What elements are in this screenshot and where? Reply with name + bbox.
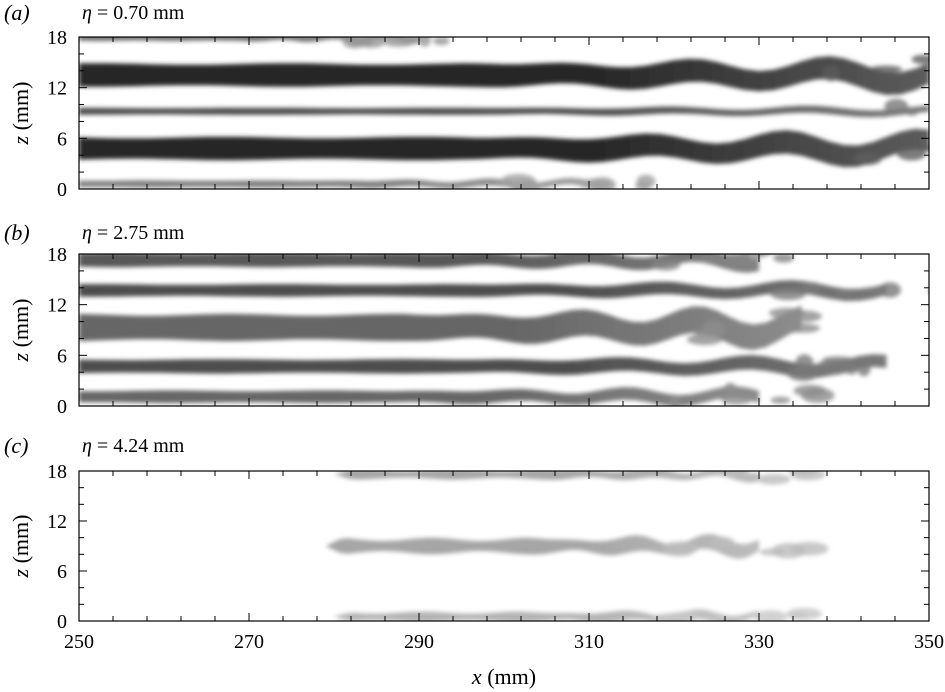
- panel-b: 0 6 12 18 z (mm): [8, 244, 930, 418]
- streak-z-4.8: [79, 128, 929, 168]
- turbulent-spot: [786, 611, 807, 620]
- turbulent-spot: [383, 37, 416, 47]
- turbulent-spot: [795, 354, 814, 371]
- turbulent-spot: [857, 361, 871, 377]
- turbulent-spot: [822, 65, 840, 82]
- turbulent-spot: [635, 181, 651, 189]
- turbulent-spot: [813, 360, 852, 376]
- turbulent-spot: [733, 254, 752, 261]
- x-tick-label: 250: [64, 631, 94, 653]
- panel-title-b: η = 2.75 mm: [82, 222, 184, 245]
- x-tick-label: 330: [744, 631, 774, 653]
- x-tick-label: 310: [574, 631, 604, 653]
- turbulent-spot: [510, 179, 542, 189]
- turbulent-spot: [773, 254, 795, 263]
- y-tick-label: 12: [47, 511, 67, 533]
- axes-frame: [78, 253, 930, 407]
- turbulent-spot: [788, 471, 817, 477]
- turbulent-spot: [870, 65, 903, 73]
- y-tick-label: 18: [47, 27, 67, 49]
- panel-title-value: = 2.75 mm: [91, 222, 185, 244]
- axes-frame: [78, 36, 930, 190]
- panel-label-b: (b): [4, 220, 30, 245]
- turbulent-spot: [800, 282, 814, 290]
- eta-symbol: η: [82, 222, 92, 244]
- turbulent-spot: [938, 71, 945, 80]
- turbulent-spot: [418, 37, 431, 47]
- y-tick-label: 12: [47, 78, 67, 100]
- turbulent-spot: [928, 147, 929, 151]
- y-tick-label: 6: [57, 561, 67, 583]
- turbulent-spot: [770, 287, 807, 301]
- y-axis-title: z (mm): [8, 299, 33, 363]
- streak-z-0.6: [79, 177, 589, 189]
- x-tick-label: 270: [234, 631, 264, 653]
- turbulent-spot: [856, 151, 876, 161]
- y-tick-label: 6: [57, 345, 67, 367]
- turbulent-spot: [770, 396, 791, 404]
- turbulent-spot: [702, 320, 726, 337]
- streak-z-13.7: [79, 280, 887, 302]
- turbulent-spot: [905, 107, 919, 116]
- y-tick-label: 12: [47, 295, 67, 317]
- turbulent-spot: [721, 395, 753, 405]
- turbulent-spot: [756, 473, 791, 485]
- x-tick-label: 350: [914, 631, 944, 653]
- y-axis-title: z (mm): [8, 82, 33, 146]
- turbulent-spot: [787, 366, 819, 382]
- turbulent-spot: [884, 98, 909, 115]
- panel-c: 0 6 12 18 250 270 290 310 330 350 z (mm): [8, 461, 944, 653]
- turbulent-spot: [589, 177, 617, 189]
- y-tick-label: 0: [57, 611, 67, 633]
- turbulent-spot: [911, 54, 929, 64]
- panel-title-value: = 0.70 mm: [91, 2, 185, 24]
- turbulent-spot: [651, 258, 681, 271]
- turbulent-spot: [800, 387, 835, 403]
- panel-label-a: (a): [4, 0, 30, 25]
- turbulent-spot: [433, 37, 450, 46]
- y-tick-label: 18: [47, 461, 67, 483]
- y-tick-label: 18: [47, 244, 67, 266]
- turbulent-spot: [754, 610, 788, 621]
- streak-z-9.2: [79, 105, 929, 118]
- x-tick-label: 290: [404, 631, 434, 653]
- x-axis-title: x (mm): [471, 664, 536, 689]
- streak-z-9: [325, 533, 759, 559]
- turbulent-spot: [879, 282, 901, 298]
- eta-symbol: η: [82, 435, 92, 457]
- turbulent-spot: [709, 536, 735, 549]
- panel-title-a: η = 0.70 mm: [82, 2, 184, 25]
- turbulent-spot: [724, 382, 737, 396]
- turbulent-spot: [722, 471, 744, 475]
- turbulent-spot: [665, 548, 694, 557]
- axes-frame: [78, 470, 930, 622]
- turbulent-spot: [833, 289, 855, 296]
- turbulent-spot: [668, 396, 681, 406]
- streak-z-4.7: [79, 354, 887, 378]
- y-tick-label: 6: [57, 128, 67, 150]
- streak-z-17.6: [334, 471, 759, 483]
- turbulent-spot: [786, 310, 822, 322]
- turbulent-spot: [876, 110, 890, 118]
- turbulent-spot: [700, 255, 721, 264]
- turbulent-spot: [356, 37, 386, 48]
- streak-z-13.5: [79, 56, 929, 95]
- panel-label-c: (c): [4, 433, 29, 458]
- panel-title-c: η = 4.24 mm: [82, 435, 184, 458]
- panel-a: 0 6 12 18 z (mm): [8, 27, 945, 201]
- y-tick-label: 0: [57, 179, 67, 201]
- y-tick-label: 0: [57, 396, 67, 418]
- y-axis-title: z (mm): [8, 515, 33, 579]
- turbulent-spot: [662, 612, 695, 621]
- panel-title-value: = 4.24 mm: [91, 435, 185, 457]
- turbulent-spot: [686, 334, 723, 345]
- turbulent-spot: [759, 548, 785, 556]
- streak-z-9.3: [79, 305, 802, 350]
- turbulent-spot: [896, 145, 927, 161]
- turbulent-spot: [927, 289, 929, 293]
- turbulent-spot: [782, 323, 821, 333]
- eta-symbol: η: [82, 2, 92, 24]
